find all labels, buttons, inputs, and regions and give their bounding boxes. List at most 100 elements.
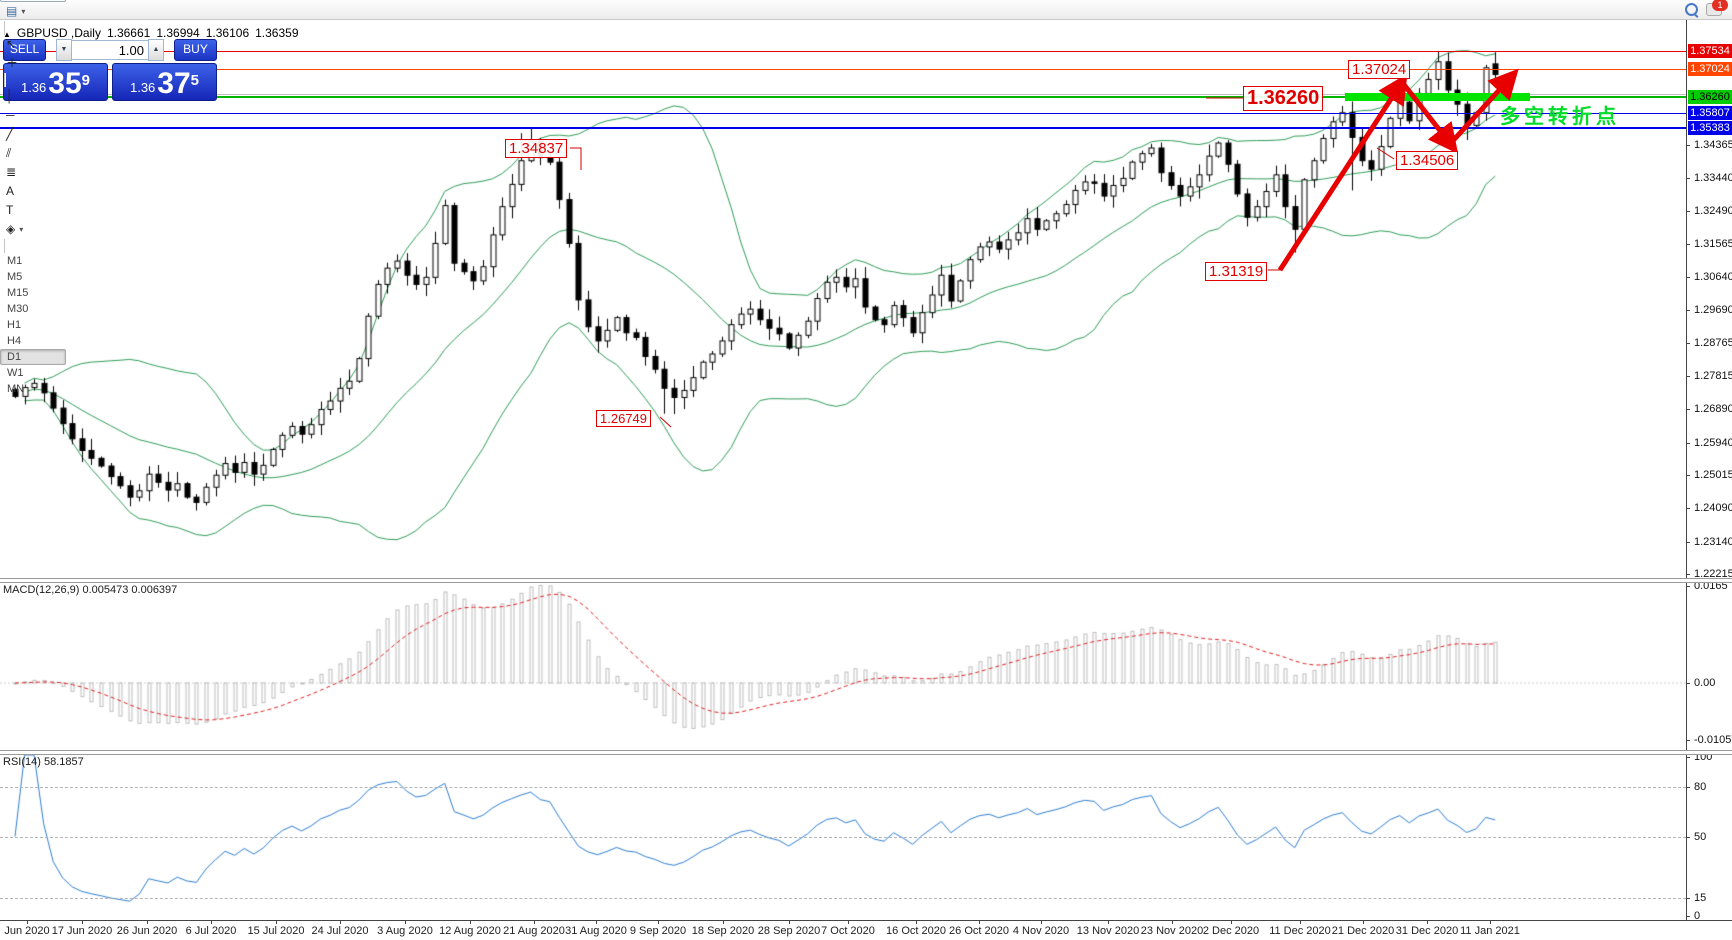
caret-down-icon: ▾ <box>19 224 24 234</box>
buy-button[interactable]: BUY <box>174 39 217 61</box>
price-badge-1.35383: 1.35383 <box>1688 121 1732 135</box>
periods-icon: ◷ <box>6 0 16 1</box>
y-axis-tick <box>1686 177 1690 179</box>
volume-decrease-button[interactable]: ▼ <box>56 39 72 61</box>
y-axis-tick <box>1686 475 1690 477</box>
y-axis-label: 1.30640 <box>1694 270 1732 283</box>
sell-button[interactable]: SELL <box>3 39 46 61</box>
label-1-37024: 1.37024 <box>1348 60 1411 79</box>
time-axis-label: 6 Jul 2020 <box>185 925 237 937</box>
rsi-axis-label: 0 <box>1694 910 1701 922</box>
y-axis-tick <box>1686 211 1690 213</box>
volume-input[interactable] <box>72 40 148 60</box>
panel-separator-1[interactable] <box>0 578 1732 583</box>
time-axis-tick <box>82 920 83 924</box>
hline-icon[interactable]: ─ <box>0 106 66 125</box>
y-axis-label: 1.26890 <box>1694 403 1732 416</box>
price-chart-canvas[interactable] <box>0 20 1732 940</box>
template-icon[interactable]: ▤ ▾ <box>0 2 66 21</box>
hline-gray[interactable] <box>0 93 1686 95</box>
y-axis-label: 1.31565 <box>1694 237 1732 250</box>
y-axis-label: 1.23140 <box>1694 535 1732 548</box>
cn-note-text: 多空转折点 <box>1500 106 1620 128</box>
time-axis-tick <box>27 920 28 924</box>
time-axis-label: 21 Dec 2020 <box>1331 925 1395 937</box>
time-axis-tick <box>470 920 471 924</box>
volume-increase-button[interactable]: ▲ <box>148 39 164 61</box>
toolbar-right: 1 <box>1685 0 1732 16</box>
y-axis-tick <box>1686 409 1690 411</box>
timeframe-h4[interactable]: H4 <box>7 334 22 347</box>
y-axis-label: 1.27815 <box>1694 370 1732 383</box>
hline-1.37534[interactable] <box>0 50 1686 52</box>
arrows-icon[interactable]: ◈ ▾ <box>0 220 66 239</box>
channel-icon[interactable]: ⫽ <box>0 144 66 163</box>
sell-price-box[interactable]: 1.36 35 9 <box>3 63 108 101</box>
buy-price-box[interactable]: 1.36 37 5 <box>112 63 217 101</box>
rsi-axis-label: 80 <box>1694 781 1707 793</box>
rsi-level-line-50 <box>0 837 1686 838</box>
timeframe-m1[interactable]: M1 <box>7 254 23 267</box>
timeframe-m15[interactable]: M15 <box>7 286 29 299</box>
time-axis-label: 21 Aug 2020 <box>503 925 565 937</box>
timeframe-m5[interactable]: M5 <box>7 270 23 283</box>
periods-icon[interactable]: ◷ <box>0 0 67 2</box>
time-axis-tick <box>211 920 212 924</box>
macd-axis-tick <box>1686 586 1690 587</box>
fibonacci-icon: ≣ <box>6 164 17 179</box>
crosshair-icon: ＋ <box>6 55 19 70</box>
sell-price-prefix: 1.36 <box>20 80 47 95</box>
text-label-icon[interactable]: T <box>0 201 66 220</box>
rsi-level-line-80 <box>0 787 1686 788</box>
crosshair-icon[interactable]: ＋ <box>0 54 66 73</box>
time-axis-tick <box>979 920 980 924</box>
time-axis-label: 23 Nov 2020 <box>1140 925 1204 937</box>
text-label-icon: T <box>6 202 14 217</box>
panel-separator-2[interactable] <box>0 750 1732 755</box>
time-axis-tick <box>596 920 597 924</box>
trendline-icon[interactable]: ╱ <box>0 125 66 144</box>
y-axis-label: 1.33440 <box>1694 171 1732 184</box>
timeframe-h1[interactable]: H1 <box>7 318 22 331</box>
time-axis-label: 26 Oct 2020 <box>949 925 1009 937</box>
hline-1.36260[interactable] <box>0 96 1686 98</box>
hline-1.35807[interactable] <box>0 112 1686 114</box>
y-axis-tick <box>1686 508 1690 510</box>
cursor-icon[interactable]: ↖ <box>0 35 66 54</box>
time-axis-label: 15 Jul 2020 <box>247 925 305 937</box>
time-axis-label: Jun 2020 <box>4 925 50 937</box>
price-badge-1.37534: 1.37534 <box>1688 44 1732 58</box>
time-axis-tick <box>848 920 849 924</box>
hline-1.35383[interactable] <box>0 127 1686 129</box>
timeframe-d1[interactable]: D1 <box>0 348 67 365</box>
ohlc-close: 1.36359 <box>255 26 299 40</box>
hline-icon: ─ <box>6 107 15 122</box>
time-axis-label: 17 Jun 2020 <box>51 925 113 937</box>
timeframe-w1[interactable]: W1 <box>7 366 24 379</box>
rsi-axis-tick <box>1686 898 1690 899</box>
macd-axis-label: -0.010571 <box>1694 734 1732 746</box>
timeframe-m30[interactable]: M30 <box>7 302 29 315</box>
fibonacci-icon[interactable]: ≣ <box>0 163 66 182</box>
y-axis-label: 1.32490 <box>1694 205 1732 218</box>
timeframe-mn[interactable]: MN <box>7 382 25 395</box>
y-axis-tick <box>1686 574 1690 576</box>
vline-icon[interactable]: │ <box>0 87 66 106</box>
label-1-34837: 1.34837 <box>505 139 568 158</box>
time-axis-line <box>0 920 1732 921</box>
y-axis-label: 1.29690 <box>1694 304 1732 317</box>
time-axis-label: 26 Jun 2020 <box>116 925 178 937</box>
time-axis-tick <box>1172 920 1173 924</box>
hline-1.37024[interactable] <box>0 68 1686 70</box>
y-axis-label: 1.25015 <box>1694 469 1732 482</box>
chat-icon[interactable]: 1 <box>1706 0 1728 16</box>
time-axis-label: 16 Oct 2020 <box>886 925 946 937</box>
y-axis-tick <box>1686 276 1690 278</box>
vline-icon: │ <box>6 88 14 103</box>
label-1-31319: 1.31319 <box>1205 262 1268 281</box>
search-icon[interactable] <box>1685 3 1698 16</box>
text-icon[interactable]: A <box>0 182 66 201</box>
time-axis-label: 24 Jul 2020 <box>311 925 369 937</box>
y-axis-tick <box>1686 243 1690 245</box>
label-1-34506: 1.34506 <box>1396 151 1459 170</box>
